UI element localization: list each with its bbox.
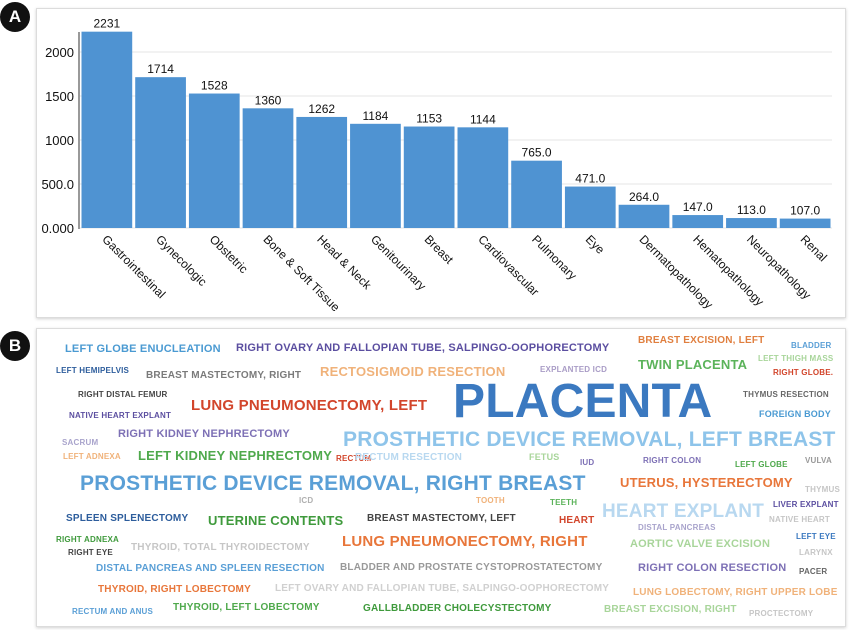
bars — [81, 31, 831, 229]
bar-value-label: 107.0 — [790, 204, 820, 218]
y-tick-label: 2000 — [45, 45, 74, 60]
bar-value-label: 113.0 — [737, 203, 766, 217]
bar — [511, 160, 562, 228]
panel-label-a: A — [0, 2, 30, 32]
bar-chart: 0.000 500.0 1000 1500 2000 2231 1714 1528 1360 1… — [41, 17, 832, 315]
bar-value-label: 1528 — [201, 79, 228, 93]
bar-value-label: 264.0 — [629, 190, 659, 204]
bar-value-label: 1184 — [363, 109, 389, 123]
bar — [242, 108, 294, 228]
category-label: Eye — [583, 232, 608, 257]
bar — [779, 218, 831, 228]
bar-value-label: 2231 — [94, 17, 121, 31]
y-tick-label: 500.0 — [41, 177, 74, 192]
category-label: Head & Neck — [314, 232, 375, 293]
bar-value-label: 147.0 — [683, 200, 713, 214]
bar-value-label: 1144 — [470, 112, 496, 126]
bar — [672, 215, 724, 228]
category-label: Pulmonary — [529, 232, 579, 282]
bar-value-label: 765.0 — [522, 146, 552, 160]
bar-value-label: 1153 — [416, 112, 442, 126]
category-label: Obstetric — [207, 232, 251, 276]
category-label: Gynecologic — [153, 232, 210, 289]
bar — [296, 116, 348, 228]
bar-value-label: 1262 — [308, 102, 335, 116]
bar-value-label: 1360 — [255, 93, 282, 107]
bar — [81, 31, 133, 229]
bar — [188, 93, 240, 228]
bar — [618, 204, 670, 228]
bar — [457, 127, 509, 228]
panel-b — [36, 328, 846, 627]
bar — [135, 77, 186, 228]
bar-value-label: 1714 — [147, 62, 174, 76]
panel-label-b: B — [0, 331, 30, 361]
y-tick-label: 1000 — [45, 133, 74, 148]
y-tick-labels: 0.000 500.0 1000 1500 2000 — [41, 45, 74, 236]
bar — [403, 126, 455, 228]
category-label: Breast — [422, 232, 457, 267]
category-label: Genitourinary — [368, 232, 429, 293]
bar-value-label: 471.0 — [575, 172, 605, 186]
y-tick-label: 0.000 — [41, 221, 74, 236]
category-label: Renal — [798, 232, 830, 264]
y-tick-label: 1500 — [45, 89, 74, 104]
bar — [350, 123, 401, 228]
bar — [726, 218, 777, 228]
bar — [564, 186, 616, 228]
bar-value-labels: 2231 1714 1528 1360 1262 1184 1153 1144 765.0 471… — [94, 17, 821, 218]
